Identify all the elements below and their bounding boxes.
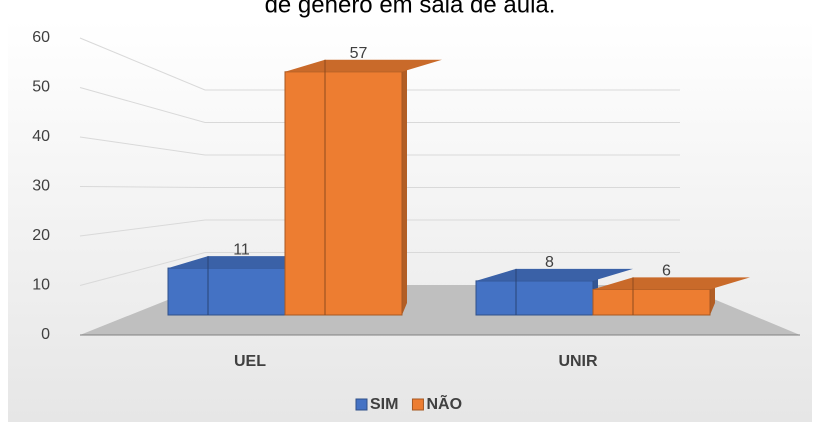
- chart-title: de gênero em sala de aula.: [265, 0, 556, 18]
- y-tick-label: 0: [41, 326, 50, 343]
- bar-front: [475, 280, 594, 316]
- legend-swatch: [355, 398, 368, 411]
- grid-line: [79, 136, 680, 156]
- bar-top: [476, 268, 633, 281]
- bar-front: [592, 288, 711, 316]
- value-label: 57: [350, 45, 368, 62]
- y-tick-label: 50: [32, 79, 50, 96]
- bar-top: [285, 59, 442, 72]
- grid-line: [79, 37, 680, 91]
- value-label: 11: [233, 241, 250, 258]
- legend-label: NÃO: [426, 393, 462, 413]
- bar-front: [167, 267, 286, 316]
- value-label: 6: [662, 263, 671, 280]
- x-tick-label: UNIR: [558, 353, 598, 370]
- bar-top: [593, 277, 750, 290]
- value-label: 8: [545, 254, 554, 271]
- grid-line: [79, 186, 680, 188]
- grid-line: [79, 219, 680, 237]
- y-tick-label: 60: [32, 29, 50, 46]
- grid-line: [79, 252, 680, 286]
- y-tick-label: 30: [32, 178, 50, 195]
- y-tick-label: 20: [32, 227, 50, 244]
- legend-swatch: [411, 398, 424, 411]
- y-tick-label: 40: [32, 128, 50, 145]
- grid-line: [79, 87, 680, 123]
- legend-label: SIM: [370, 396, 398, 413]
- y-tick-label: 10: [32, 277, 50, 294]
- bar: [284, 59, 442, 316]
- bar-side: [402, 59, 407, 315]
- x-tick-label: UEL: [234, 353, 266, 370]
- plot-background: [8, 20, 812, 422]
- bar-front: [284, 71, 403, 316]
- bar: [592, 277, 750, 316]
